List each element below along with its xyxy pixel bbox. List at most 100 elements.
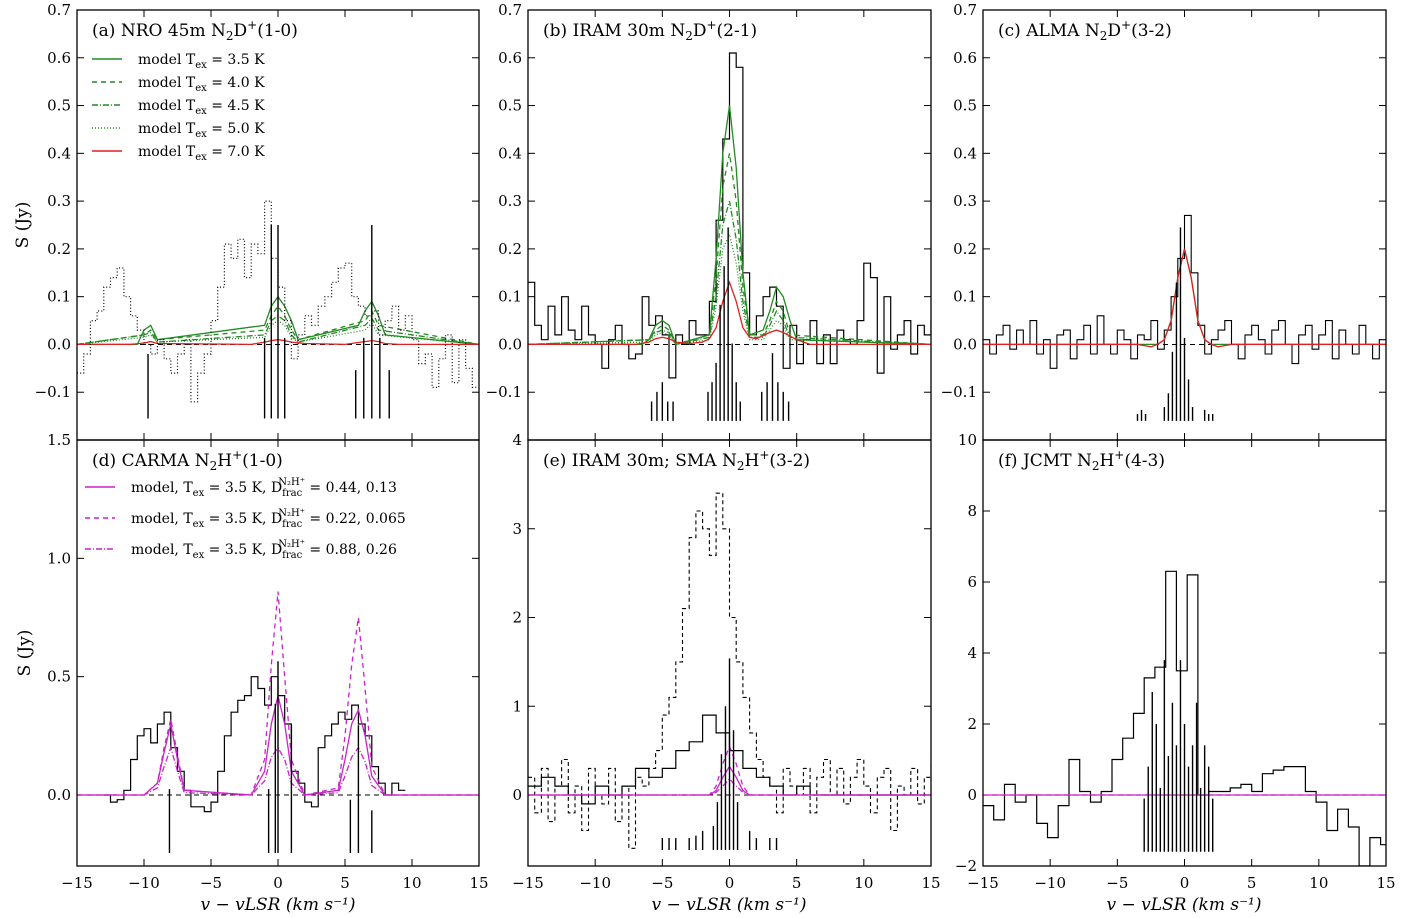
y-tick-label-a: 0.6 — [47, 49, 71, 67]
panel-title-b: (b) IRAM 30m N2D+(2-1) — [543, 18, 757, 43]
y-tick-label-c: 0.1 — [953, 288, 977, 306]
x-tick-label-e: −10 — [579, 874, 611, 892]
series-b-3 — [528, 200, 931, 346]
y-axis-label-top: S (Jy) — [13, 202, 33, 249]
y-tick-label-a: 0.0 — [47, 335, 71, 353]
y-tick-label-d: 0.0 — [47, 786, 71, 804]
axes-frame-d — [76, 439, 480, 867]
legend-label-a-0: model Tex = 3.5 K — [138, 52, 265, 71]
series-e-4 — [528, 778, 931, 796]
y-tick-label-b: 0.1 — [498, 288, 522, 306]
y-tick-label-a: 0.4 — [47, 144, 71, 162]
x-tick-label-e: 0 — [725, 874, 735, 892]
x-tick-label-d: −5 — [200, 874, 222, 892]
y-tick-label-b: 0.6 — [498, 49, 522, 67]
x-tick-label-e: −15 — [512, 874, 544, 892]
y-tick-label-a: −0.1 — [35, 383, 71, 401]
y-tick-label-e: 1 — [512, 697, 522, 715]
y-tick-label-c: −0.1 — [941, 383, 977, 401]
y-tick-label-f: 8 — [967, 502, 977, 520]
y-tick-label-c: 0.0 — [953, 335, 977, 353]
x-tick-label-d: 15 — [469, 874, 488, 892]
x-tick-label-e: −5 — [651, 874, 673, 892]
panel-title-c: (c) ALMA N2D+(3-2) — [998, 18, 1172, 43]
panel-e: 0 1 2 3 4 −15 −10 −5 0 5 10 15 (e) IRAM 30m; SMA N2H… — [512, 431, 940, 892]
y-tick-label-c: 0.7 — [953, 1, 977, 19]
y-tick-label-c: 0.2 — [953, 240, 977, 258]
y-tick-label-a: 0.2 — [47, 240, 71, 258]
x-axis-label-1: v − vLSR (km s⁻¹) — [651, 895, 806, 915]
series-d-3 — [77, 745, 479, 796]
x-axis-label-0: v − vLSR (km s⁻¹) — [200, 895, 355, 915]
y-tick-label-f: 4 — [967, 644, 977, 662]
x-tick-label-f: 15 — [1376, 874, 1395, 892]
legend-label-a-2: model Tex = 4.5 K — [138, 98, 265, 117]
y-tick-label-c: 0.4 — [953, 144, 977, 162]
x-tick-label-e: 10 — [854, 874, 873, 892]
y-tick-label-a: 0.7 — [47, 1, 71, 19]
y-tick-label-c: 0.6 — [953, 49, 977, 67]
y-tick-label-a: 0.3 — [47, 192, 71, 210]
legend-label-d-1: model, Tex = 3.5 K, DfracN₂H⁺ = 0.22, 0.… — [131, 508, 406, 530]
y-tick-label-f: 2 — [967, 715, 977, 733]
x-tick-label-f: 5 — [1247, 874, 1257, 892]
panel-c: −0.1 0.0 0.1 0.2 0.3 0.4 0.5 0.6 0.7 (c) ALMA N2D… — [941, 1, 1387, 441]
y-tick-label-b: 0.0 — [498, 335, 522, 353]
y-tick-label-e: 2 — [512, 609, 522, 627]
legend-label-d-2: model, Tex = 3.5 K, DfracN₂H⁺ = 0.88, 0.… — [131, 539, 397, 561]
series-f-0 — [983, 570, 1386, 866]
series-a-2 — [77, 315, 479, 346]
axes-frame-f — [982, 439, 1387, 867]
panel-title-a: (a) NRO 45m N2D+(1-0) — [92, 18, 298, 43]
panel-d: 0.0 0.5 1.0 1.5 −15 −10 −5 0 5 10 15 (d) CARMA N2H+… — [47, 431, 488, 892]
y-tick-label-d: 0.5 — [47, 668, 71, 686]
panel-title-f: (f) JCMT N2H+(4-3) — [998, 448, 1165, 473]
panel-a: −0.1 0.0 0.1 0.2 0.3 0.4 0.5 0.6 0.7 (a) NRO 45m … — [35, 1, 480, 441]
series-d-0 — [103, 676, 406, 813]
y-tick-label-e: 0 — [512, 786, 522, 804]
series-a-0 — [77, 295, 479, 346]
x-tick-label-f: −5 — [1106, 874, 1128, 892]
series-c-0 — [983, 214, 1386, 369]
x-tick-label-f: 10 — [1309, 874, 1328, 892]
y-tick-label-b: 0.3 — [498, 192, 522, 210]
legend-label-d-0: model, Tex = 3.5 K, DfracN₂H⁺ = 0.44, 0.… — [131, 477, 397, 499]
x-tick-label-f: −15 — [967, 874, 999, 892]
y-tick-label-b: 0.2 — [498, 240, 522, 258]
legend-label-a-4: model Tex = 7.0 K — [138, 144, 265, 163]
y-tick-label-a: 0.1 — [47, 288, 71, 306]
y-tick-label-e: 4 — [512, 431, 522, 449]
panel-f: −2 0 2 4 6 8 10 −15 −10 −5 0 5 10 15 (f) JCMT N2H+(4-3… — [955, 431, 1396, 892]
panel-title-d: (d) CARMA N2H+(1-0) — [92, 448, 283, 473]
series-b-1 — [528, 105, 931, 346]
x-tick-label-d: 0 — [273, 874, 283, 892]
y-tick-label-f: 0 — [967, 786, 977, 804]
y-tick-label-b: 0.7 — [498, 1, 522, 19]
y-tick-label-d: 1.5 — [47, 431, 71, 449]
series-b-0 — [528, 52, 931, 379]
x-tick-label-e: 5 — [792, 874, 802, 892]
y-tick-label-c: 0.5 — [953, 97, 977, 115]
y-tick-label-f: −2 — [955, 857, 977, 875]
legend-label-a-1: model Tex = 4.0 K — [138, 75, 265, 94]
y-tick-label-f: 10 — [958, 431, 977, 449]
series-a-1 — [77, 305, 479, 346]
x-tick-label-e: 15 — [921, 874, 940, 892]
y-tick-label-b: 0.5 — [498, 97, 522, 115]
axes-frame-e — [527, 439, 932, 867]
y-tick-label-c: 0.3 — [953, 192, 977, 210]
y-axis-label-bottom: S (Jy) — [15, 630, 35, 677]
panel-b: −0.1 0.0 0.1 0.2 0.3 0.4 0.5 0.6 0.7 (b) IRAM 30m… — [486, 1, 932, 441]
x-tick-label-d: −15 — [61, 874, 93, 892]
legend-label-a-3: model Tex = 5.0 K — [138, 121, 265, 140]
y-tick-label-a: 0.5 — [47, 97, 71, 115]
y-tick-label-b: 0.4 — [498, 144, 522, 162]
x-tick-label-f: 0 — [1180, 874, 1190, 892]
x-axis-label-2: v − vLSR (km s⁻¹) — [1106, 895, 1261, 915]
series-b-2 — [528, 153, 931, 346]
x-tick-label-f: −10 — [1034, 874, 1066, 892]
x-tick-label-d: 5 — [340, 874, 350, 892]
x-tick-label-d: 10 — [402, 874, 421, 892]
y-tick-label-b: −0.1 — [486, 383, 522, 401]
